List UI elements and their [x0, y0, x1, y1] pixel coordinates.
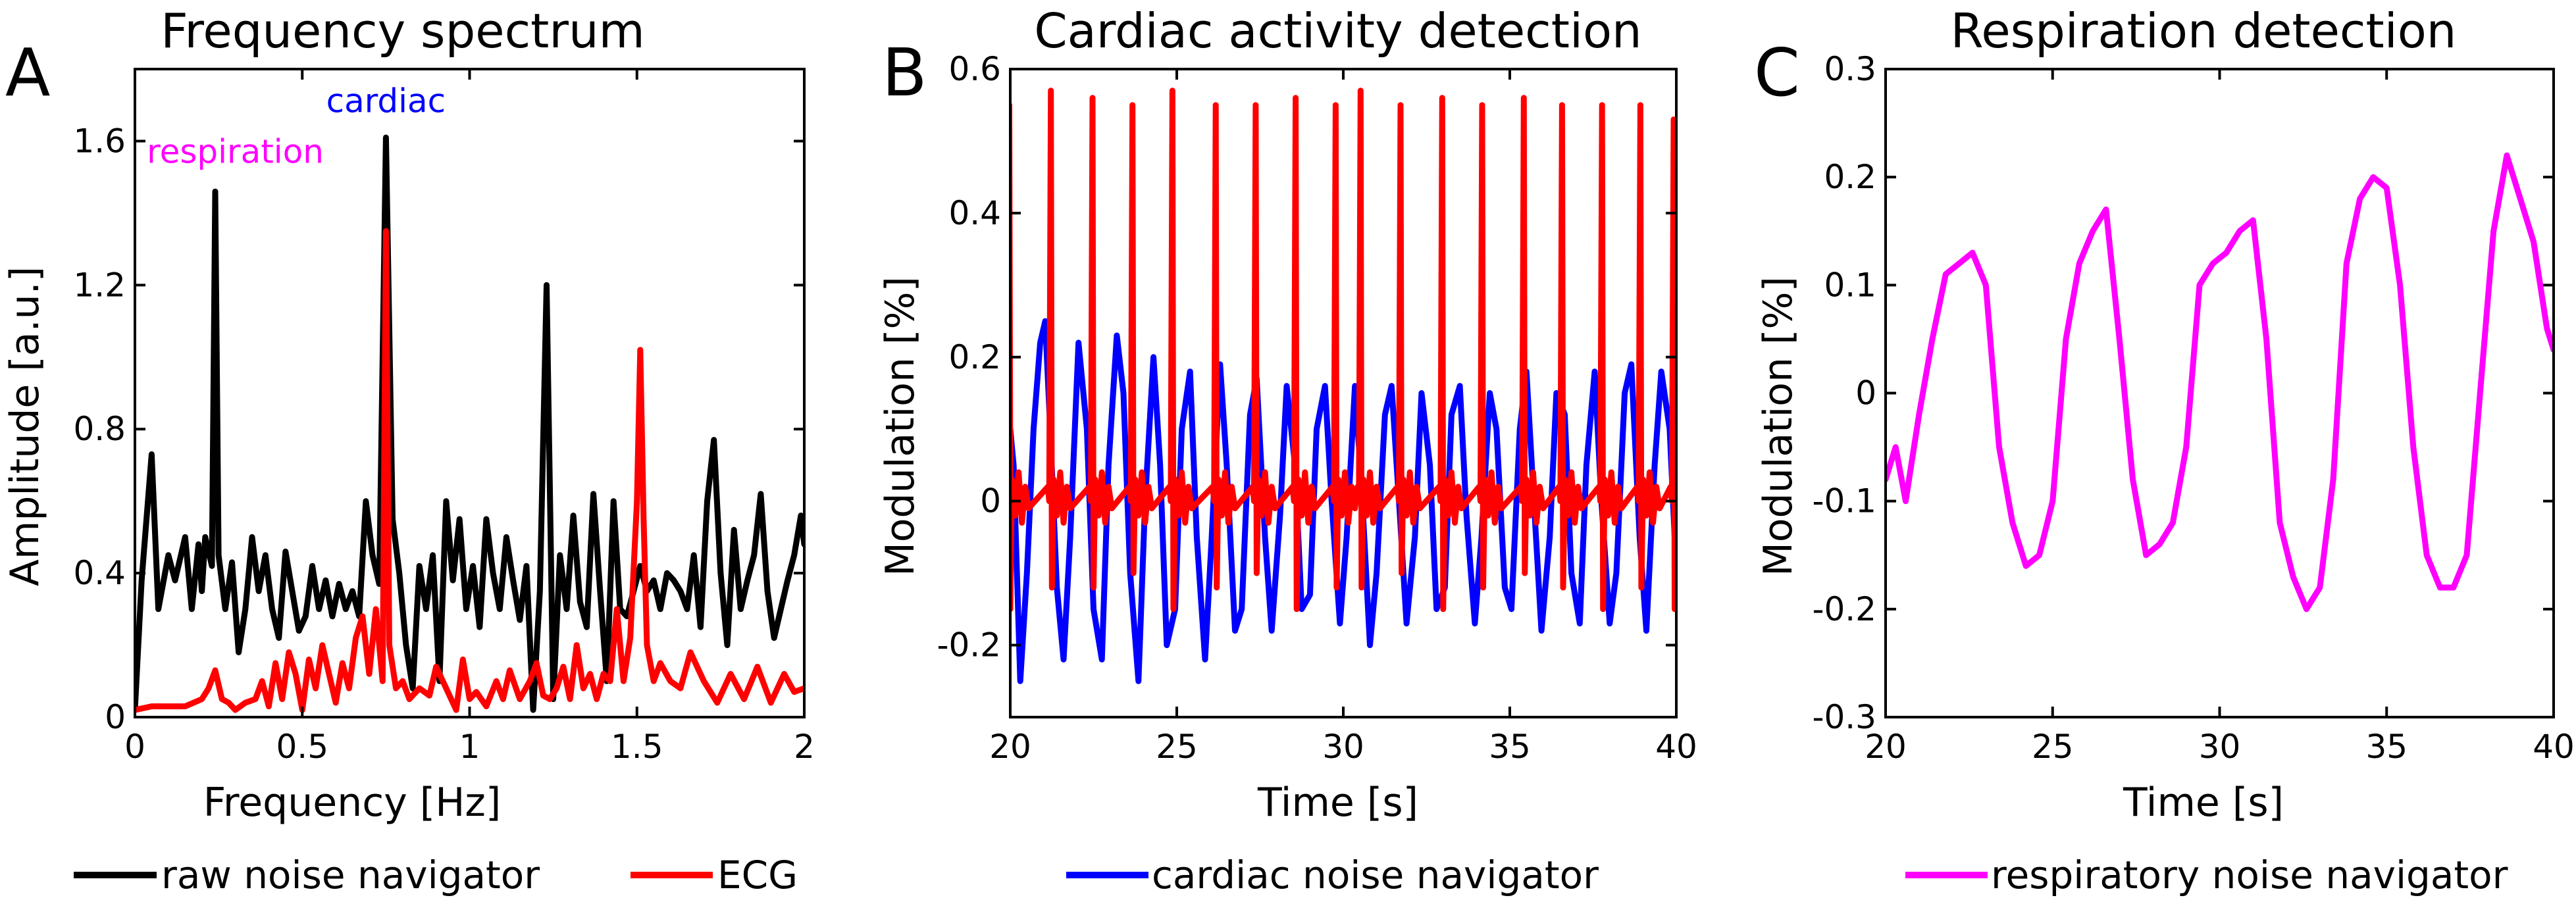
series-line-raw-noise-navigator — [135, 134, 804, 713]
x-tick-label: 30 — [1322, 728, 1364, 766]
x-tick-label: 20 — [989, 728, 1031, 766]
y-tick-label: 0.2 — [1824, 158, 1876, 196]
y-tick-label: 0 — [105, 698, 126, 736]
x-tick-label: 40 — [1655, 728, 1697, 766]
y-tick-label: -0.2 — [1812, 590, 1876, 628]
panel-title-b: Cardiac activity detection — [1034, 3, 1641, 59]
y-tick-label: 0 — [980, 482, 1001, 520]
legend-ecg: ECG — [631, 853, 798, 897]
x-tick-label: 1.5 — [611, 728, 663, 766]
y-tick-label: 1.2 — [73, 266, 126, 304]
y-tick-label: -0.2 — [937, 626, 1001, 664]
plot-area-2 — [1886, 152, 2554, 613]
x-tick-label: 30 — [2199, 728, 2241, 766]
panel-title-a: Frequency spectrum — [161, 3, 645, 59]
y-tick-label: 0.8 — [73, 410, 126, 448]
x-tick-label: 0.5 — [276, 728, 328, 766]
x-tick-label: 35 — [2365, 728, 2408, 766]
y-tick-label: -0.1 — [1812, 482, 1876, 520]
series-line-ecg — [1010, 88, 1676, 613]
panel-letter-c: C — [1754, 34, 1800, 111]
plot-respiration: 20 25 30 35 40 -0.3 -0.2 -0.1 0 0.1 0.2 0.3 — [1812, 50, 2574, 766]
y-tick-label: 0.3 — [1824, 50, 1876, 88]
series-line-respiratory-noise-navigator — [1886, 152, 2554, 613]
x-tick-label: 2 — [794, 728, 815, 766]
plot-area-0 — [135, 134, 804, 713]
ylabel-c: Modulation [%] — [1755, 276, 1801, 576]
legend-respiratory-noise-navigator: respiratory noise navigator — [1905, 853, 2508, 897]
series-line-ecg — [135, 228, 804, 713]
y-tick-label: 0.6 — [948, 50, 1001, 88]
legend-label-respiratory: respiratory noise navigator — [1991, 853, 2508, 897]
x-tick-label: 1 — [459, 728, 480, 766]
y-tick-label: -0.3 — [1812, 698, 1876, 736]
y-tick-label: 0.1 — [1824, 266, 1876, 304]
legend-cardiac-noise-navigator: cardiac noise navigator — [1066, 853, 1599, 897]
x-tick-label: 0 — [124, 728, 145, 766]
x-tick-label: 25 — [1156, 728, 1198, 766]
x-tick-label: 40 — [2533, 728, 2575, 766]
y-tick-label: 0.4 — [73, 554, 126, 592]
axes-frame — [1884, 68, 2555, 718]
ylabel-b: Modulation [%] — [877, 276, 923, 576]
xlabel-b: Time [s] — [1257, 780, 1418, 826]
x-tick-label: 25 — [2032, 728, 2074, 766]
x-tick-label: 35 — [1489, 728, 1531, 766]
annotation-respiration: respiration — [147, 132, 324, 170]
y-tick-label: 0 — [1855, 374, 1876, 413]
y-tick-label: 0.4 — [948, 194, 1001, 232]
panel-letter-a: A — [5, 34, 50, 111]
ylabel-a: Amplitude [a.u.] — [2, 266, 48, 586]
annotation-cardiac: cardiac — [326, 82, 446, 120]
legend-label-ecg: ECG — [717, 853, 798, 897]
xlabel-c: Time [s] — [2123, 780, 2284, 826]
y-tick-label: 0.2 — [948, 338, 1001, 376]
panel-title-c: Respiration detection — [1951, 3, 2457, 59]
plot-area-1 — [1010, 88, 1676, 684]
plot-cardiac-activity: 20 25 30 35 40 -0.2 0 0.2 0.4 0.6 — [937, 50, 1697, 766]
y-tick-label: 1.6 — [73, 122, 126, 160]
xlabel-a: Frequency [Hz] — [203, 780, 501, 826]
legend-label-cardiac: cardiac noise navigator — [1152, 853, 1599, 897]
legend-raw-noise-navigator: raw noise navigator — [74, 853, 540, 897]
legend-label-raw: raw noise navigator — [161, 853, 540, 897]
x-tick-label: 20 — [1865, 728, 1907, 766]
panel-letter-b: B — [882, 34, 927, 111]
